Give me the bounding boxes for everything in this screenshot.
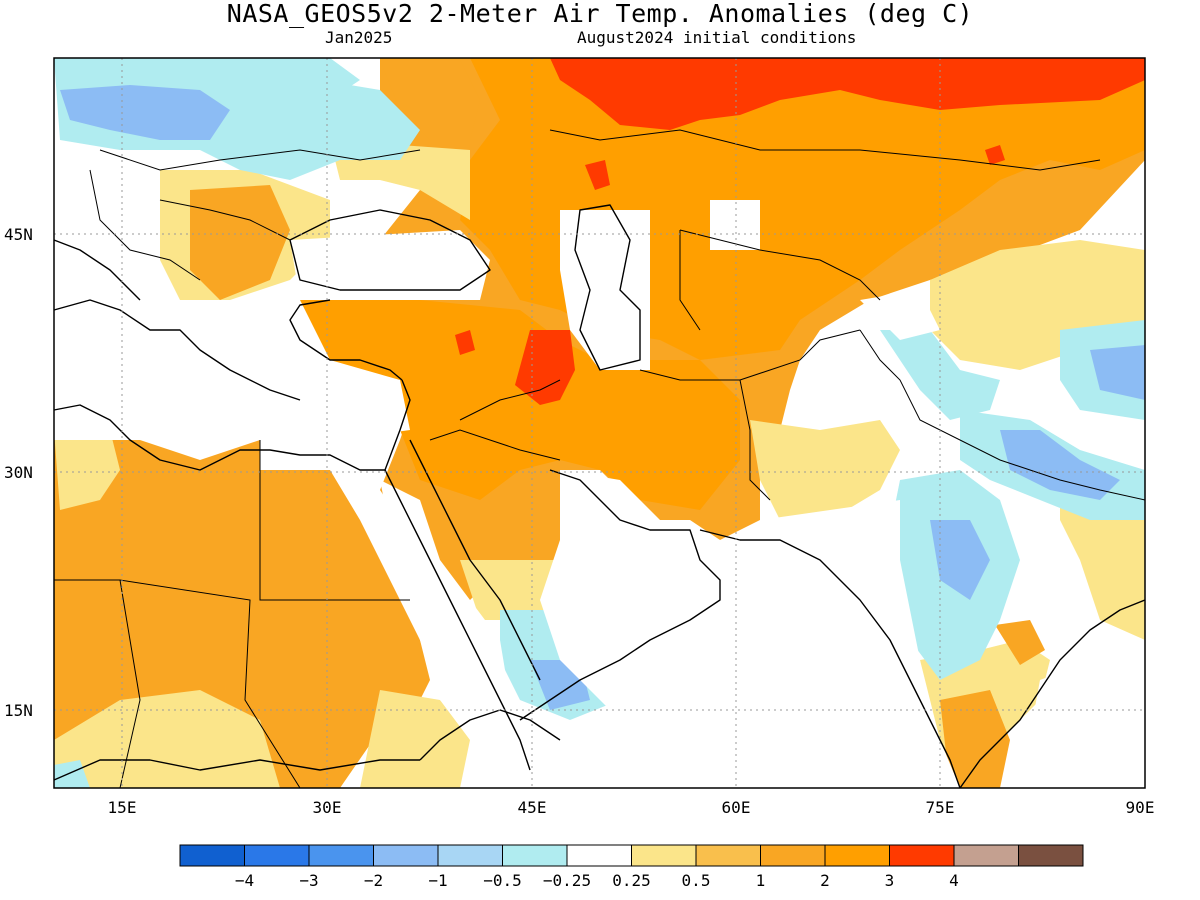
coastlines [53,204,1146,789]
anomaly-region [930,520,990,600]
anomaly-region [880,330,1000,420]
anomaly-region [380,480,510,740]
forecast-month: Jan2025 [325,28,393,47]
colorbar-label: −4 [235,871,254,890]
anomaly-region [54,430,120,510]
anomaly-region [455,330,475,355]
anomaly-region [54,760,90,788]
lon-label: 45E [518,798,547,817]
anomaly-region [995,620,1045,665]
colorbar-swatch [631,844,697,867]
colorbar-label: −3 [299,871,318,890]
anomaly-region [550,58,1145,130]
anomaly-region [560,500,960,788]
anomaly-region [515,330,575,405]
colorbar-label: 0.5 [682,871,711,890]
anomaly-region [54,690,280,788]
colorbar-swatch [566,844,632,867]
colorbar-swatch [437,844,503,867]
anomaly-fields [54,58,1145,788]
lat-label: 15N [4,701,33,720]
anomaly-region [290,230,490,300]
lon-label: 60E [722,798,751,817]
anomaly-region [985,145,1005,165]
colorbar-label: −2 [364,871,383,890]
lat-label: 30N [4,463,33,482]
anomaly-region [360,690,470,788]
colorbar-swatch [953,844,1019,867]
map-frame [53,57,1146,789]
colorbar: −4 −3 −2 −1 −0.5 −0.25 0.25 0.5 1 2 3 4 [179,844,1084,890]
lon-label: 30E [313,798,342,817]
colorbar-label: −0.25 [543,871,591,890]
chart-title: NASA_GEOS5v2 2-Meter Air Temp. Anomalies… [226,0,974,28]
colorbar-label: 0.25 [612,871,651,890]
initial-conditions: August2024 initial conditions [577,28,857,47]
anomaly-region [860,290,940,340]
lat-lon-grid [54,58,1145,788]
colorbar-label: 3 [885,871,895,890]
anomaly-region [60,85,230,140]
colorbar-swatch [373,844,439,867]
anomaly-region [380,60,480,140]
anomaly-region [585,160,610,190]
colorbar-swatch [179,844,245,867]
anomaly-region [750,420,900,520]
colorbar-label: −0.5 [483,871,522,890]
anomaly-region [1090,345,1145,400]
colorbar-label: −1 [428,871,447,890]
anomaly-region [1020,640,1145,788]
lat-label: 45N [4,225,33,244]
colorbar-label: 2 [820,871,830,890]
colorbar-swatch [308,844,374,867]
colorbar-swatch [889,844,955,867]
anomaly-region [300,300,740,510]
colorbar-label: 1 [756,871,766,890]
colorbar-swatch [1018,844,1084,867]
lon-label: 90E [1126,798,1155,817]
colorbar-swatch [695,844,761,867]
anomaly-region [190,185,290,300]
lon-label: 75E [926,798,955,817]
colorbar-swatch [502,844,568,867]
colorbar-label: 4 [949,871,959,890]
lon-label: 15E [108,798,137,817]
anomaly-region [940,690,1010,788]
anomaly-region [710,200,760,250]
colorbar-swatch [760,844,826,867]
colorbar-swatch [244,844,310,867]
anomaly-region [54,300,410,460]
country-borders [54,129,1146,789]
anomaly-region [1000,430,1120,500]
colorbar-swatch [824,844,890,867]
